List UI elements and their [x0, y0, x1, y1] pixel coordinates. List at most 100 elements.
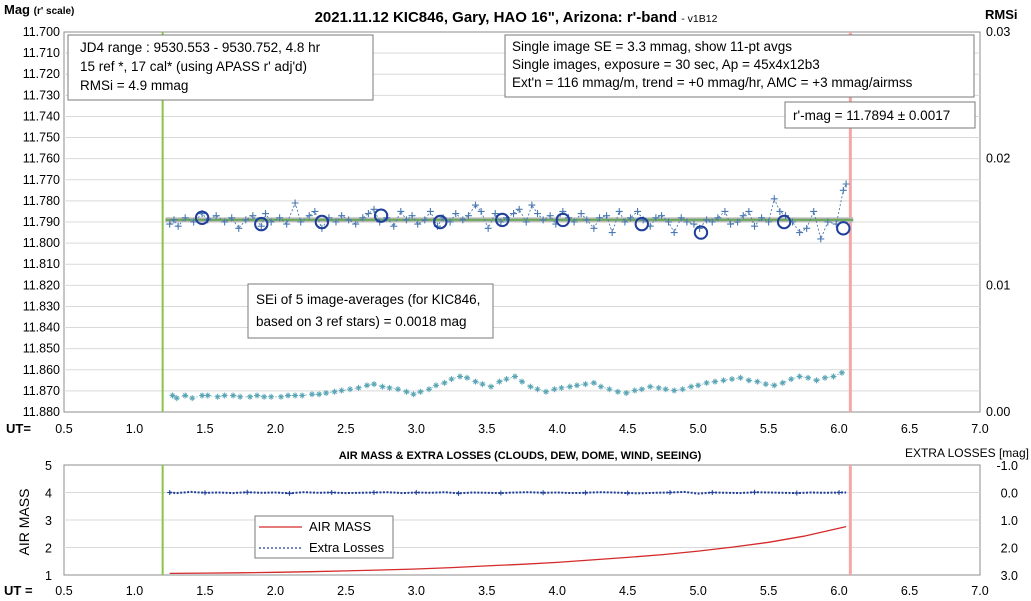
single-image-point: [522, 218, 530, 226]
rms-point: [534, 386, 541, 393]
single-image-point: [670, 229, 678, 237]
rms-point: [189, 395, 196, 402]
single-image-point: [515, 205, 523, 213]
top-x-tick-labels: 0.5 1.0 1.5 2.0 2.5 3.0 3.5 4.0 4.5 5.0 5.5 6.0 6.5 7…: [55, 422, 988, 436]
single-image-point: [658, 212, 666, 220]
top-y-tick-label: 11.780: [23, 194, 60, 208]
single-image-point: [408, 212, 416, 220]
rms-point: [527, 383, 534, 390]
rms-point: [331, 388, 338, 395]
single-image-point: [332, 218, 340, 226]
rms-point: [268, 393, 275, 400]
rms-point: [214, 393, 221, 400]
single-image-point: [627, 214, 635, 222]
single-image-point: [311, 207, 319, 215]
single-image-point: [621, 218, 629, 226]
single-image-point: [446, 218, 454, 226]
single-image-point: [190, 218, 198, 226]
top-y2-tick-label: 0.01: [986, 278, 1010, 292]
rms-point: [496, 378, 503, 385]
single-image-point: [727, 220, 735, 228]
single-image-point: [276, 214, 284, 222]
extra-losses-point: [244, 489, 250, 495]
bottom-x-tick-label: 6.5: [901, 584, 918, 598]
single-image-point: [817, 235, 825, 243]
rms-point: [309, 391, 316, 398]
info-right-line-2: Single images, exposure = 30 sec, Ap = 4…: [512, 57, 820, 72]
average-point: [693, 225, 709, 240]
single-image-point: [497, 218, 505, 226]
single-image-point: [677, 214, 685, 222]
top-x-tick-label: 0.5: [55, 422, 72, 436]
single-image-point: [477, 207, 485, 215]
top-x-tick-label: 6.5: [901, 422, 918, 436]
single-image-point: [305, 212, 313, 220]
extra-losses-point: [329, 490, 335, 495]
rms-point: [762, 381, 769, 388]
single-image-point: [402, 216, 410, 224]
single-image-point: [615, 207, 623, 215]
info-box-right: Single image SE = 3.3 mmag, show 11-pt a…: [504, 34, 975, 98]
single-image-point: [583, 216, 591, 224]
single-image-point: [291, 199, 299, 207]
bottom-y2-tick-label: 0.0: [1001, 487, 1018, 501]
bottom-y-tick-label: 3: [45, 514, 52, 528]
single-image-point: [283, 220, 291, 228]
rms-point: [285, 392, 292, 399]
extra-losses-point: [498, 490, 504, 496]
rms-point: [316, 391, 323, 398]
rms-point: [230, 392, 237, 399]
top-y-tick-label: 11.800: [23, 236, 60, 250]
top-y-tick-label: 11.840: [23, 321, 60, 335]
top-y-tick-label: 11.740: [23, 109, 60, 123]
top-y-tick-label: 11.860: [23, 363, 60, 377]
bottom-data-series: [167, 489, 847, 575]
single-image-point: [796, 229, 804, 237]
single-image-point: [491, 210, 499, 218]
rms-point: [623, 390, 630, 396]
bottom-y2-tick-label: 2.0: [1001, 542, 1018, 556]
single-image-point: [570, 218, 578, 226]
rms-point: [796, 373, 803, 380]
rms-point: [199, 392, 206, 399]
single-image-point: [803, 224, 811, 232]
bottom-y2-axis-label: EXTRA LOSSES [mag]: [905, 446, 1029, 460]
single-image-point: [174, 222, 182, 230]
extra-losses-point: [413, 490, 419, 495]
single-image-point: [471, 201, 479, 209]
single-image-point: [262, 210, 270, 218]
single-image-point: [459, 216, 467, 224]
bottom-y2-tick-label: 3.0: [1001, 569, 1018, 583]
single-image-point: [228, 214, 236, 222]
rms-point: [771, 382, 778, 389]
top-y-tick-label: 11.870: [23, 384, 60, 398]
average-point: [555, 212, 571, 228]
single-image-point: [249, 212, 257, 220]
single-image-point: [539, 216, 547, 224]
top-x-tick-label: 5.5: [760, 422, 777, 436]
single-image-point: [745, 207, 753, 215]
top-y-tick-label: 11.760: [23, 152, 60, 166]
single-image-point: [170, 216, 178, 224]
single-image-point: [708, 218, 716, 226]
bottom-y2-tick-labels: -1.0 0.0 1.0 2.0 3.0: [996, 459, 1018, 583]
extra-losses-point: [625, 490, 631, 496]
bottom-x-axis-label: UT =: [4, 583, 33, 598]
rms-point: [261, 393, 268, 400]
rms-point: [278, 393, 285, 400]
legend-losses-label: Extra Losses: [309, 540, 385, 555]
top-y2-tick-label: 0.02: [986, 152, 1010, 166]
air-mass-line: [169, 525, 847, 575]
single-image-point: [703, 216, 711, 224]
single-image-point: [181, 214, 189, 222]
single-image-point: [758, 214, 766, 222]
bottom-y2-tick-label: -1.0: [996, 459, 1018, 473]
rms-point: [254, 392, 261, 399]
extra-losses-point: [202, 490, 208, 496]
rms-point: [204, 392, 211, 399]
rms-point: [519, 378, 525, 385]
top-y-axis-label: Mag (r' scale): [4, 2, 74, 17]
rms-point: [647, 383, 654, 390]
bottom-x-tick-label: 7.0: [971, 584, 988, 598]
rms-point: [338, 387, 345, 394]
